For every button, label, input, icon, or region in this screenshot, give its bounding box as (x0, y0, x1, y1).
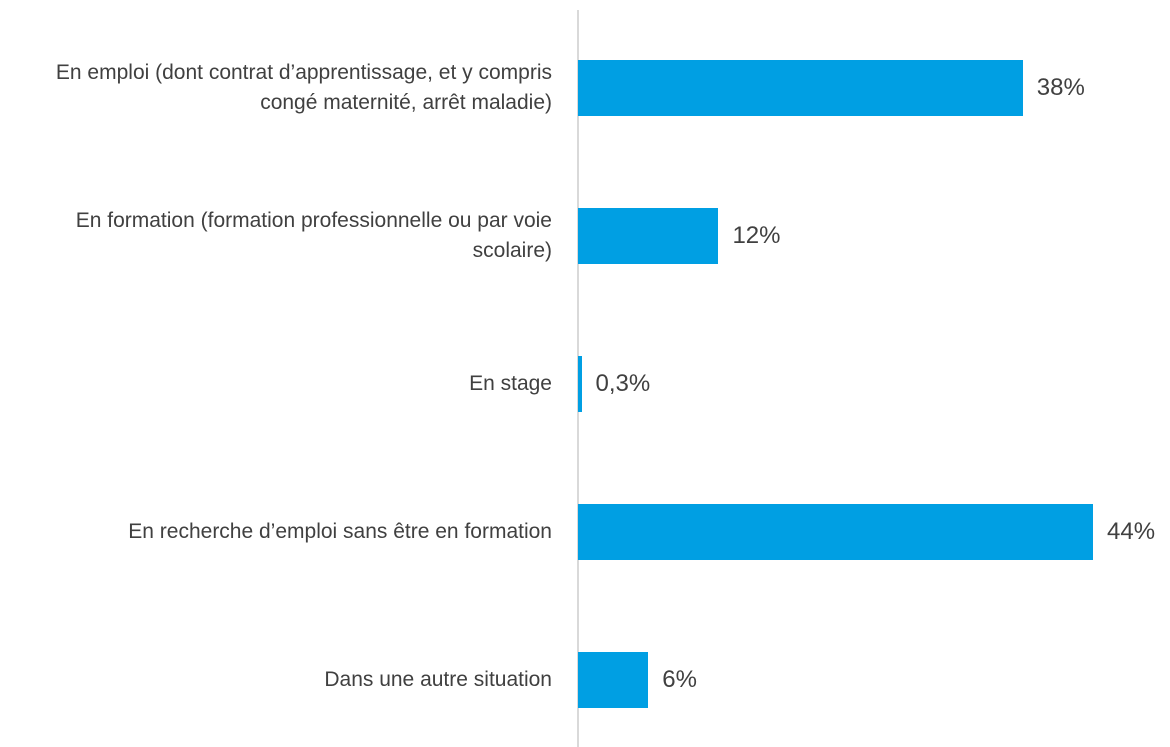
value-label: 12% (732, 222, 781, 249)
value-label: 0,3% (595, 370, 651, 397)
bar (578, 504, 1093, 560)
category-label: En formation (formation professionnelle … (75, 209, 552, 262)
bar (578, 60, 1023, 116)
bar (578, 652, 649, 708)
value-label: 6% (662, 666, 697, 693)
value-label: 38% (1036, 74, 1085, 101)
bar (578, 356, 582, 412)
category-label: En emploi (dont contrat d’apprentissage,… (55, 61, 552, 114)
category-label: Dans une autre situation (324, 668, 552, 691)
bar (578, 208, 719, 264)
category-label: En stage (469, 372, 552, 395)
value-label: 44% (1107, 518, 1156, 545)
category-label: En recherche d’emploi sans être en forma… (128, 520, 552, 543)
